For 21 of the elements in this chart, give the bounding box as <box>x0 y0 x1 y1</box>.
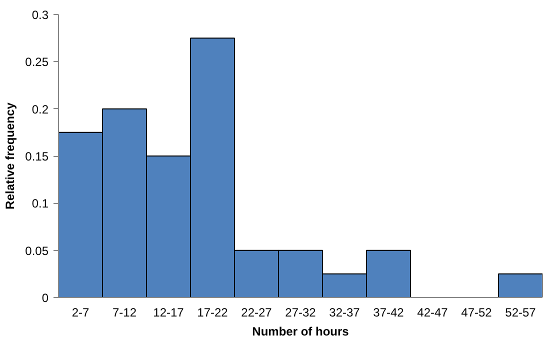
y-tick-label: 0.2 <box>32 102 49 116</box>
y-tick-label: 0.25 <box>25 55 49 70</box>
x-tick-label: 52-57 <box>505 306 536 320</box>
x-tick-label: 47-52 <box>461 306 492 320</box>
y-tick-label: 0 <box>42 291 49 305</box>
x-tick-label: 2-7 <box>72 306 90 320</box>
x-tick-label: 12-17 <box>153 306 184 320</box>
x-tick-label: 7-12 <box>112 306 137 320</box>
y-axis-title: Relative frequency <box>3 102 18 210</box>
y-tick-label: 0.3 <box>32 8 49 22</box>
x-tick-label: 32-37 <box>329 306 360 320</box>
x-tick-label: 42-47 <box>417 306 448 320</box>
x-tick-label: 37-42 <box>373 306 404 320</box>
x-axis-title: Number of hours <box>252 324 350 338</box>
y-tick-label: 0.05 <box>25 244 49 258</box>
x-tick-label: 17-22 <box>197 306 228 320</box>
x-tick-label: 27-32 <box>285 306 316 320</box>
x-tick-label: 22-27 <box>241 306 272 320</box>
y-tick-label: 0.15 <box>25 150 49 164</box>
bar <box>498 273 542 298</box>
y-tick-label: 0.1 <box>32 196 49 211</box>
